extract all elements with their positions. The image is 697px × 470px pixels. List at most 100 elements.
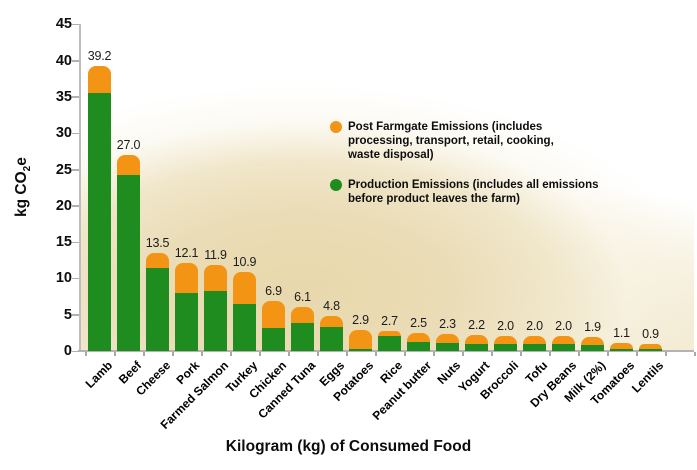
- bar-potatoes-post-farmgate-segment: [349, 329, 372, 349]
- bar-lamb-production-segment: [88, 92, 111, 351]
- legend-line: processing, transport, retail, cooking,: [348, 135, 554, 147]
- x-tick: [230, 352, 232, 356]
- bar-turkey-post-farmgate-segment: [233, 271, 256, 304]
- value-label-cheese: 13.5: [145, 235, 170, 250]
- y-tick-25: [72, 169, 79, 171]
- y-tick-label-10: 10: [55, 270, 72, 287]
- bar-nuts-production-segment: [436, 343, 459, 351]
- bar-broccoli-production-segment: [494, 343, 517, 351]
- y-axis-line: [79, 24, 81, 352]
- x-tick: [636, 352, 638, 356]
- bar-farmed-salmon-post-farmgate-segment: [204, 264, 227, 291]
- value-label-milk-2: 1.9: [584, 320, 601, 335]
- y-tick-label-45: 45: [55, 16, 72, 33]
- bar-yogurt-production-segment: [465, 343, 488, 351]
- bar-milk-2-post-farmgate-segment: [581, 337, 604, 346]
- x-tick: [404, 352, 406, 356]
- bar-dry-beans-production-segment: [552, 344, 575, 351]
- bar-farmed-salmon: [204, 264, 227, 351]
- legend-line: Production Emissions (includes all emiss…: [348, 179, 599, 191]
- value-label-lentils: 0.9: [642, 327, 659, 342]
- post-farmgate-swatch-icon: [330, 121, 342, 133]
- bar-potatoes: [349, 329, 372, 351]
- bar-peanut-butter-production-segment: [407, 341, 430, 351]
- bar-tofu: [523, 336, 546, 351]
- x-tick: [433, 352, 435, 356]
- bar-chicken: [262, 300, 285, 351]
- bar-tofu-post-farmgate-segment: [523, 336, 546, 344]
- bar-beef-post-farmgate-segment: [117, 154, 140, 176]
- value-label-turkey: 10.9: [232, 254, 257, 269]
- bar-yogurt-post-farmgate-segment: [465, 335, 488, 344]
- y-tick-35: [72, 96, 79, 98]
- bar-pork: [175, 263, 198, 351]
- y-tick-label-25: 25: [55, 161, 72, 178]
- legend-item-production: Production Emissions (includes all emiss…: [330, 178, 682, 206]
- x-tick: [578, 352, 580, 356]
- bar-beef-production-segment: [117, 175, 140, 351]
- bar-tomatoes-production-segment: [610, 348, 633, 351]
- value-label-lamb: 39.2: [87, 49, 112, 64]
- y-tick-label-35: 35: [55, 88, 72, 105]
- x-tick: [607, 352, 609, 356]
- x-axis-line: [78, 350, 694, 352]
- bar-potatoes-production-segment: [349, 348, 372, 351]
- x-axis-title: Kilogram (kg) of Consumed Food: [225, 438, 472, 455]
- value-label-tofu: 2.0: [526, 319, 543, 334]
- y-tick-0: [72, 350, 79, 352]
- x-tick: [114, 352, 116, 356]
- bar-dry-beans-post-farmgate-segment: [552, 336, 575, 345]
- bar-lamb: [88, 66, 111, 351]
- bar-peanut-butter: [407, 332, 430, 351]
- x-tick: [665, 352, 667, 356]
- bar-rice-production-segment: [378, 335, 401, 351]
- bar-cheese-production-segment: [146, 267, 169, 351]
- bar-lentils-post-farmgate-segment: [639, 344, 662, 349]
- bar-tomatoes-post-farmgate-segment: [610, 343, 633, 349]
- y-tick-label-0: 0: [63, 343, 72, 359]
- y-tick-label-15: 15: [55, 234, 72, 251]
- value-label-yogurt: 2.2: [468, 318, 485, 333]
- value-label-peanut-butter: 2.5: [410, 315, 427, 330]
- value-label-dry-beans: 2.0: [555, 319, 572, 334]
- x-tick: [520, 352, 522, 356]
- bar-pork-post-farmgate-segment: [175, 263, 198, 293]
- bar-canned-tuna: [291, 306, 314, 351]
- y-tick-20: [72, 205, 79, 207]
- bar-broccoli: [494, 336, 517, 351]
- y-tick-15: [72, 241, 79, 244]
- y-tick-label-20: 20: [55, 197, 72, 214]
- value-label-nuts: 2.3: [439, 317, 456, 332]
- value-label-pork: 12.1: [174, 246, 199, 261]
- x-tick: [346, 352, 348, 356]
- value-label-rice: 2.7: [381, 314, 398, 329]
- bar-chicken-production-segment: [262, 327, 285, 351]
- bar-beef: [117, 154, 140, 351]
- bar-nuts-post-farmgate-segment: [436, 334, 459, 343]
- x-tick: [375, 352, 377, 356]
- x-tick: [85, 352, 87, 356]
- bar-milk-2-production-segment: [581, 345, 604, 351]
- production-swatch-icon: [330, 179, 342, 191]
- y-tick-40: [72, 60, 79, 62]
- y-axis-title-subscript: 2: [22, 165, 34, 172]
- bar-turkey-production-segment: [233, 303, 256, 351]
- y-tick-5: [72, 314, 79, 316]
- legend-line: Post Farmgate Emissions (includes: [348, 121, 543, 133]
- legend-item-production-label: Production Emissions (includes all emiss…: [348, 178, 599, 206]
- value-label-potatoes: 2.9: [352, 312, 369, 327]
- bar-rice-post-farmgate-segment: [378, 331, 401, 336]
- value-label-eggs: 4.8: [323, 299, 340, 314]
- bar-lamb-post-farmgate-segment: [88, 66, 111, 93]
- value-label-chicken: 6.9: [265, 283, 282, 298]
- y-tick-30: [72, 132, 79, 135]
- x-tick: [259, 352, 261, 356]
- bar-eggs-production-segment: [320, 327, 343, 351]
- bar-milk-2: [581, 337, 604, 351]
- bar-cheese-post-farmgate-segment: [146, 252, 169, 268]
- bar-dry-beans: [552, 336, 575, 351]
- x-tick: [694, 352, 696, 356]
- bar-canned-tuna-post-farmgate-segment: [291, 306, 314, 324]
- y-tick-10: [72, 277, 79, 280]
- bar-broccoli-post-farmgate-segment: [494, 336, 517, 344]
